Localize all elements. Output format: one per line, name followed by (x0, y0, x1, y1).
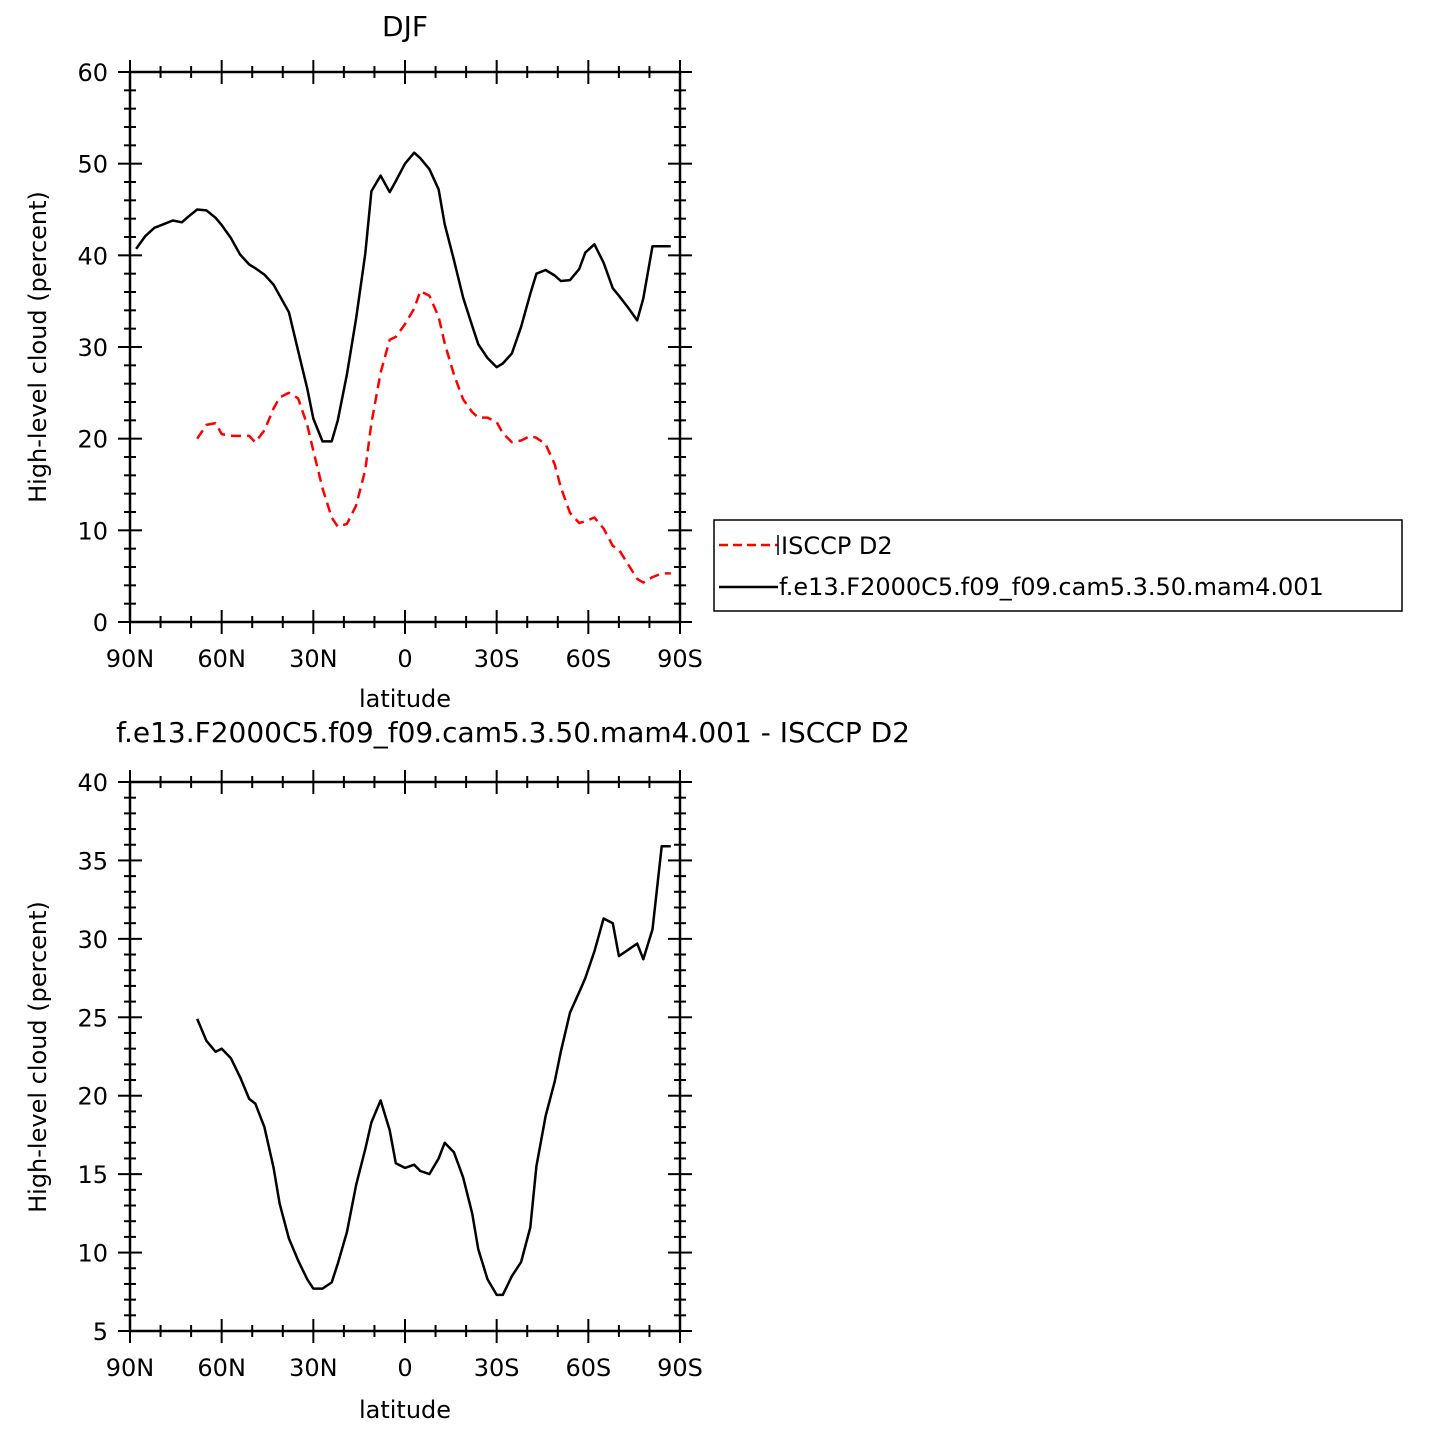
top-chart-title: DJF (382, 10, 428, 43)
legend-label-model: f.e13.F2000C5.f09_f09.cam5.3.50.mam4.001 (779, 573, 1324, 601)
legend-label-isccp: ISCCP D2 (781, 532, 893, 560)
top-ytick-label: 60 (77, 59, 108, 87)
bottom-xtick-label: 90N (106, 1354, 155, 1382)
top-xtick-label: 30S (474, 645, 520, 673)
bottom-xtick-label: 0 (397, 1354, 412, 1382)
top-plot-area: 0 10 20 30 40 50 60 90N 60N 30N 0 30S 60S 90S (77, 59, 702, 673)
bottom-ytick-label: 5 (93, 1318, 108, 1346)
top-xtick-label: 90S (657, 645, 703, 673)
bottom-xtick-label: 30N (289, 1354, 338, 1382)
bottom-ytick-label: 35 (77, 847, 108, 875)
top-ytick-label: 10 (77, 517, 108, 545)
top-xtick-label: 60S (565, 645, 611, 673)
bottom-xtick-label: 60S (565, 1354, 611, 1382)
top-xtick-label: 0 (397, 645, 412, 673)
bottom-ytick-label: 20 (77, 1083, 108, 1111)
top-panel: DJF 0 10 20 30 40 50 60 90N 60N 30N 0 30S 60S 90S lat… (24, 10, 703, 713)
bottom-ytick-label: 10 (77, 1240, 108, 1268)
bottom-xtick-label: 90S (657, 1354, 703, 1382)
bottom-ytick-label: 15 (77, 1161, 108, 1189)
bottom-plot-frame (128, 780, 682, 1333)
bottom-ytick-label: 25 (77, 1004, 108, 1032)
top-xaxis-label: latitude (359, 685, 451, 713)
top-ytick-label: 40 (77, 242, 108, 270)
legend: ISCCP D2 f.e13.F2000C5.f09_f09.cam5.3.50… (713, 519, 1403, 612)
bottom-ytick-label: 40 (77, 769, 108, 797)
top-ytick-label: 50 (77, 151, 108, 179)
bottom-ytick-label: 30 (77, 926, 108, 954)
bottom-xtick-label: 30S (474, 1354, 520, 1382)
bottom-chart-title: f.e13.F2000C5.f09_f09.cam5.3.50.mam4.001… (116, 716, 910, 749)
bottom-series-line-0 (196, 845, 671, 1297)
bottom-plot-area: 5 10 15 20 25 30 35 40 90N 60N 30N 0 30S 60S 90S (77, 769, 702, 1382)
top-xtick-label: 60N (197, 645, 246, 673)
top-ytick-label: 30 (77, 334, 108, 362)
bottom-panel: f.e13.F2000C5.f09_f09.cam5.3.50.mam4.001… (24, 716, 910, 1424)
top-series-line-0 (196, 289, 671, 584)
top-yaxis-label: High-level cloud (percent) (24, 191, 52, 503)
top-ytick-label: 20 (77, 426, 108, 454)
top-plot-frame (128, 70, 682, 624)
top-ytick-label: 0 (93, 609, 108, 637)
bottom-yaxis-label: High-level cloud (percent) (24, 901, 52, 1213)
legend-box (713, 519, 1403, 612)
top-xtick-label: 90N (106, 645, 155, 673)
top-series-line-1 (135, 151, 671, 443)
bottom-xtick-label: 60N (197, 1354, 246, 1382)
top-xtick-label: 30N (289, 645, 338, 673)
bottom-xaxis-label: latitude (359, 1396, 451, 1424)
